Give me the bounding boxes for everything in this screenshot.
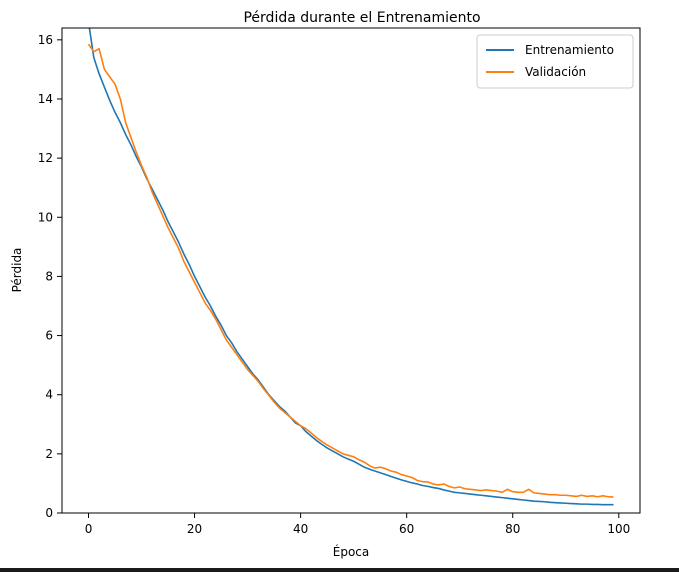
x-tick-label: 60	[399, 522, 414, 536]
y-tick-label: 8	[45, 269, 53, 283]
x-axis-label: Época	[333, 544, 370, 559]
x-tick-label: 100	[607, 522, 630, 536]
legend: Entrenamiento Validación	[476, 34, 634, 89]
chart-title: Pérdida durante el Entrenamiento	[243, 10, 480, 26]
legend-box	[476, 34, 634, 89]
y-tick-label: 2	[45, 447, 53, 461]
plot-frame	[61, 27, 641, 514]
legend-label-entrenamiento: Entrenamiento	[525, 43, 614, 57]
y-tick-label: 12	[38, 151, 53, 165]
y-axis: 0 2 4 6 8 10 12 14 16	[38, 33, 62, 520]
y-tick-label: 4	[45, 388, 53, 402]
y-tick-label: 16	[38, 33, 53, 47]
series-layer	[87, 28, 614, 506]
y-tick-label: 10	[38, 210, 53, 224]
y-tick-label: 6	[45, 329, 53, 343]
legend-label-validacion: Validación	[525, 65, 586, 79]
bottom-border	[0, 568, 679, 572]
x-tick-label: 0	[85, 522, 93, 536]
x-tick-label: 20	[187, 522, 202, 536]
x-axis: 0 20 40 60 80 100	[85, 513, 630, 536]
y-axis-label: Pérdida	[10, 248, 24, 293]
y-tick-label: 0	[45, 506, 53, 520]
x-tick-label: 80	[505, 522, 520, 536]
y-tick-label: 14	[38, 92, 53, 106]
series-line-validacion	[87, 43, 614, 498]
x-tick-label: 40	[293, 522, 308, 536]
series-line-entrenamiento	[88, 28, 614, 506]
